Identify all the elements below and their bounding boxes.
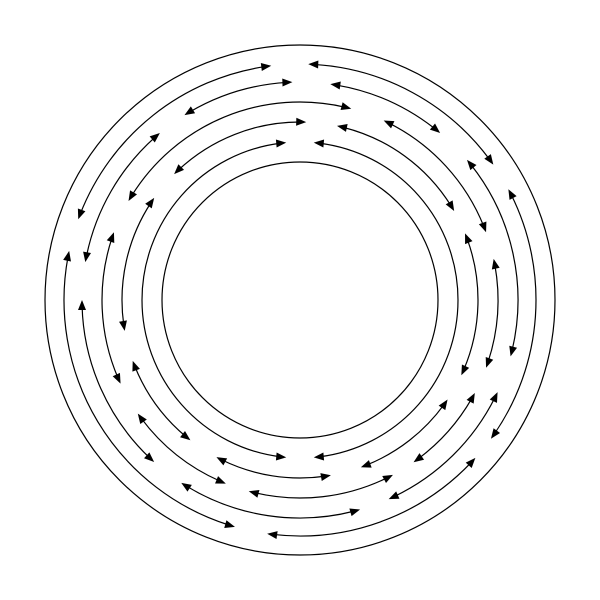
ring-5-arc-0-head-end-icon xyxy=(314,453,324,461)
ring-2-arc-0-head-start-icon xyxy=(330,82,340,90)
ring-4-arc-0-head-start-icon xyxy=(337,124,348,132)
ring-3-arc-6 xyxy=(132,102,346,196)
ring-3-arc-3-head-start-icon xyxy=(382,475,393,483)
ring-4-arc-2-head-start-icon xyxy=(439,400,448,411)
ring-3-arc-3-head-end-icon xyxy=(249,490,260,498)
ring-3-arc-5-head-start-icon xyxy=(113,373,121,384)
ring-2-arc-3-head-end-icon xyxy=(181,483,192,492)
ring-1-arc-0-head-start-icon xyxy=(308,60,318,68)
ring-4-arc-2-head-end-icon xyxy=(361,460,372,468)
ring-2-arc-6-head-start-icon xyxy=(184,106,195,115)
ring-2-arc-2-head-start-icon xyxy=(490,392,498,403)
ring-4-arc-4 xyxy=(135,366,186,436)
ring-1-arc-1 xyxy=(494,195,536,434)
ring-3-arc-5 xyxy=(102,238,118,378)
ring-3-arc-2-head-start-icon xyxy=(467,393,475,404)
ring-2-arc-4-head-end-icon xyxy=(78,300,86,310)
ring-2-arc-5-head-start-icon xyxy=(83,252,91,263)
ring-2-arc-3-head-start-icon xyxy=(349,508,360,516)
ring-1-arc-4-head-end-icon xyxy=(261,63,271,71)
ring-4-arc-3-head-start-icon xyxy=(320,473,331,481)
ring-1-arc-0-head-end-icon xyxy=(484,154,493,164)
ring-3-arc-1-head-start-icon xyxy=(492,259,500,270)
ring-2-arc-0-head-end-icon xyxy=(430,124,440,133)
ring-5-arc-1 xyxy=(142,143,280,457)
ring-3-arc-2-head-end-icon xyxy=(414,453,424,462)
ring-3-arc-3 xyxy=(255,478,388,498)
ring-3-arc-4 xyxy=(141,418,220,481)
ring-1-arc-1-head-end-icon xyxy=(491,428,500,438)
ring-1-arc-2 xyxy=(273,462,471,536)
ring-5-arc-1-head-start-icon xyxy=(276,453,286,461)
radial-arrows-diagram xyxy=(0,0,600,600)
ring-3-arc-4-head-start-icon xyxy=(215,476,226,483)
ring-1-arc-3-head-end-icon xyxy=(63,251,71,262)
ring-3-arc-6-head-end-icon xyxy=(341,102,352,110)
ring-5-arc-0 xyxy=(320,143,458,457)
ring-3-arc-6-head-start-icon xyxy=(129,190,137,201)
ring-4-arc-4-head-end-icon xyxy=(132,361,140,372)
ring-1-arc-3-head-start-icon xyxy=(224,520,235,528)
ring-2-arc-2-head-end-icon xyxy=(389,491,400,499)
ring-2-arc-4 xyxy=(82,306,150,458)
ring-4-arc-3-head-end-icon xyxy=(216,457,227,465)
ring-4-arc-1-head-end-icon xyxy=(461,364,469,375)
ring-2-arc-1-head-end-icon xyxy=(509,346,517,357)
ring-3-arc-4-head-end-icon xyxy=(138,414,147,424)
ring-4-arc-1-head-start-icon xyxy=(465,233,472,244)
ring-4-arc-0 xyxy=(343,127,451,206)
ring-3-arc-0 xyxy=(389,123,484,227)
ring-4-arc-1 xyxy=(464,239,478,370)
ring-3-arc-5-head-end-icon xyxy=(107,232,115,243)
ring-2-arc-6-head-end-icon xyxy=(282,78,292,86)
ring-3-arc-1 xyxy=(488,265,498,362)
ring-1-arc-4 xyxy=(80,67,265,214)
ring-1-arc-0 xyxy=(314,64,490,159)
ring-1-arc-4-head-start-icon xyxy=(78,209,86,220)
ring-1-arc-1-head-start-icon xyxy=(508,189,516,200)
ring-3-arc-0-head-end-icon xyxy=(479,222,487,233)
ring-4-arc-0-head-end-icon xyxy=(446,200,454,211)
ring-6-circle xyxy=(162,162,438,438)
ring-4-arc-6-head-end-icon xyxy=(296,118,306,126)
ring-3-arc-0-head-start-icon xyxy=(384,121,395,129)
ring-2-arc-6 xyxy=(190,82,287,112)
ring-1-arc-2-head-end-icon xyxy=(267,531,277,539)
ring-5-arc-1-head-end-icon xyxy=(276,139,286,147)
ring-2-arc-2 xyxy=(394,398,495,497)
ring-3-arc-1-head-end-icon xyxy=(486,357,494,368)
ring-4-arc-5-head-end-icon xyxy=(145,198,154,208)
ring-5-arc-0-head-start-icon xyxy=(314,139,324,147)
ring-4-arc-5-head-start-icon xyxy=(119,320,127,331)
ring-4-arc-3 xyxy=(222,460,325,478)
ring-2-arc-3 xyxy=(186,486,354,518)
ring-2-arc-1-head-start-icon xyxy=(467,160,476,170)
ring-2-arc-5 xyxy=(86,137,155,256)
